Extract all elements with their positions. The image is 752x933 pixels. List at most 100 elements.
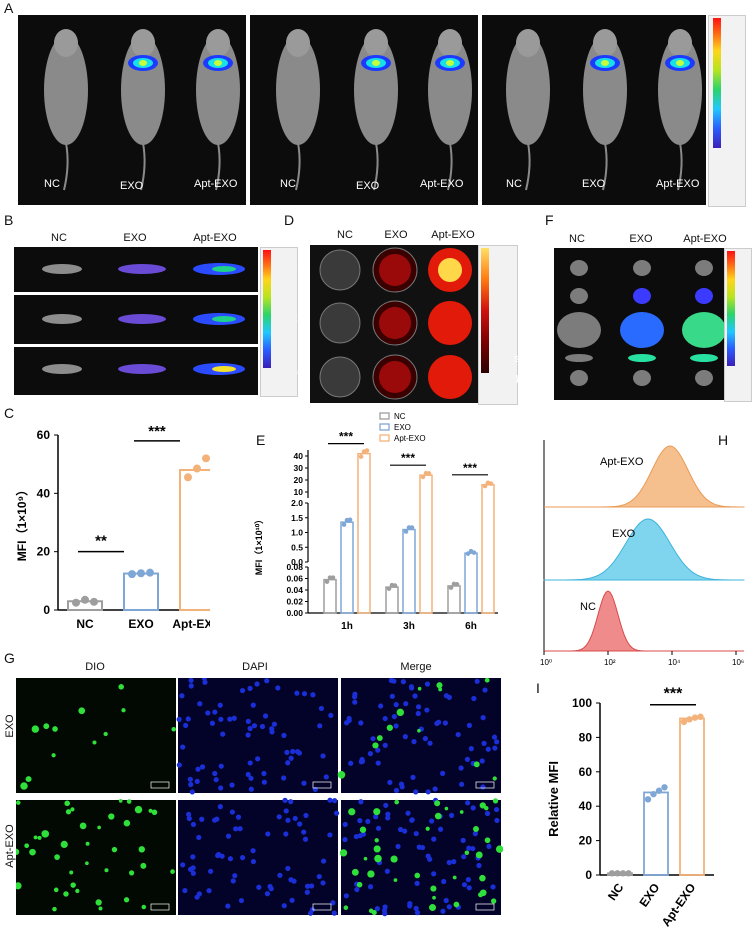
dio-signal [452, 875, 457, 880]
nucleus [484, 810, 491, 817]
dio-signal [479, 802, 486, 809]
nucleus [375, 747, 381, 753]
nucleus [344, 720, 350, 726]
data-point [386, 586, 392, 591]
micrograph [341, 678, 501, 793]
nucleus [195, 766, 201, 772]
panel-a-mice [44, 29, 702, 191]
nucleus [358, 799, 364, 805]
micrograph [178, 678, 338, 793]
nucleus [194, 778, 200, 784]
y-tick-label: 0.04 [286, 585, 303, 595]
bar [179, 469, 210, 611]
y-tick-label: 30 [294, 463, 304, 473]
nucleus [375, 825, 382, 831]
nucleus [408, 685, 415, 691]
data-point [655, 787, 663, 794]
data-point [392, 583, 398, 588]
panel-f-organ-spleen: spleen [514, 353, 547, 365]
dio-signal [128, 870, 135, 876]
nucleus [441, 878, 447, 885]
y-tick-label: 60 [579, 765, 593, 779]
nucleus [494, 817, 500, 824]
nucleus [332, 797, 338, 804]
y-tick-label: 20 [37, 545, 51, 559]
dio-signal [429, 904, 437, 912]
nucleus [393, 787, 400, 793]
panel-g-row-exo: EXO [4, 714, 16, 738]
nucleus [407, 903, 413, 909]
mouse-head [54, 29, 78, 57]
dio-signal [425, 826, 430, 831]
nucleus [354, 886, 360, 893]
nucleus [461, 882, 468, 888]
nucleus [304, 889, 310, 895]
nucleus [486, 843, 492, 850]
nucleus [282, 797, 288, 803]
nucleus [413, 830, 419, 837]
nucleus [378, 703, 384, 709]
mouse-head [131, 29, 155, 57]
nucleus [288, 755, 294, 761]
mouse-head [438, 29, 462, 57]
signal-core [214, 60, 222, 66]
nucleus [422, 736, 428, 742]
dio-signal [359, 826, 367, 833]
nucleus [409, 817, 415, 823]
organ [682, 312, 724, 348]
nucleus [217, 804, 223, 810]
nucleus [455, 731, 461, 738]
dio-signal [79, 822, 87, 830]
sig-label: ** [95, 533, 107, 550]
data-point [90, 597, 98, 606]
nucleus [255, 756, 261, 762]
nucleus [285, 865, 291, 872]
nucleus [385, 815, 391, 821]
nucleus [248, 786, 254, 792]
nucleus [458, 765, 464, 771]
bar [402, 528, 416, 614]
dio-signal [104, 868, 109, 873]
nucleus [303, 812, 309, 819]
nucleus [176, 762, 182, 768]
nucleus [327, 832, 333, 838]
dio-signal [170, 869, 175, 874]
nucleus [449, 812, 455, 818]
nucleus [277, 872, 283, 878]
dio-signal [484, 678, 490, 683]
nucleus [310, 692, 316, 698]
x-tick-label: 10² [604, 658, 616, 665]
dio-signal [337, 770, 346, 779]
chart-e: 0.000.02 0.040.06 0.080.0 0.5 1.0 1.5 2.010 20 3… [254, 412, 498, 632]
x-tick-label: 6h [465, 621, 477, 632]
bar [464, 552, 478, 614]
bar [340, 521, 354, 614]
nucleus [440, 908, 446, 914]
nucleus [397, 826, 404, 833]
nucleus [229, 809, 235, 815]
panel-a-label-apt-2: Apt-EXO [420, 178, 464, 190]
data-point [608, 870, 616, 877]
colon-apt-core [212, 366, 236, 372]
nucleus [267, 883, 273, 890]
y-tick-label: 20 [579, 834, 593, 848]
nucleus [190, 870, 196, 876]
nucleus [217, 702, 223, 708]
data-point [454, 582, 460, 587]
nucleus [213, 777, 219, 783]
nucleus [199, 764, 206, 770]
nucleus [247, 760, 253, 766]
nucleus [416, 844, 422, 850]
legend-label: EXO [394, 423, 411, 432]
data-point [448, 585, 454, 590]
data-point [364, 448, 370, 453]
panel-d-wells [319, 247, 472, 400]
data-point [686, 716, 693, 723]
dio-signal [363, 856, 368, 861]
y-tick-label: 0.08 [286, 562, 303, 572]
data-point [619, 870, 627, 877]
data-point [193, 464, 201, 473]
dio-signal [70, 807, 75, 812]
nucleus [479, 758, 485, 764]
panel-a-time-12h: 12h [572, 3, 594, 18]
